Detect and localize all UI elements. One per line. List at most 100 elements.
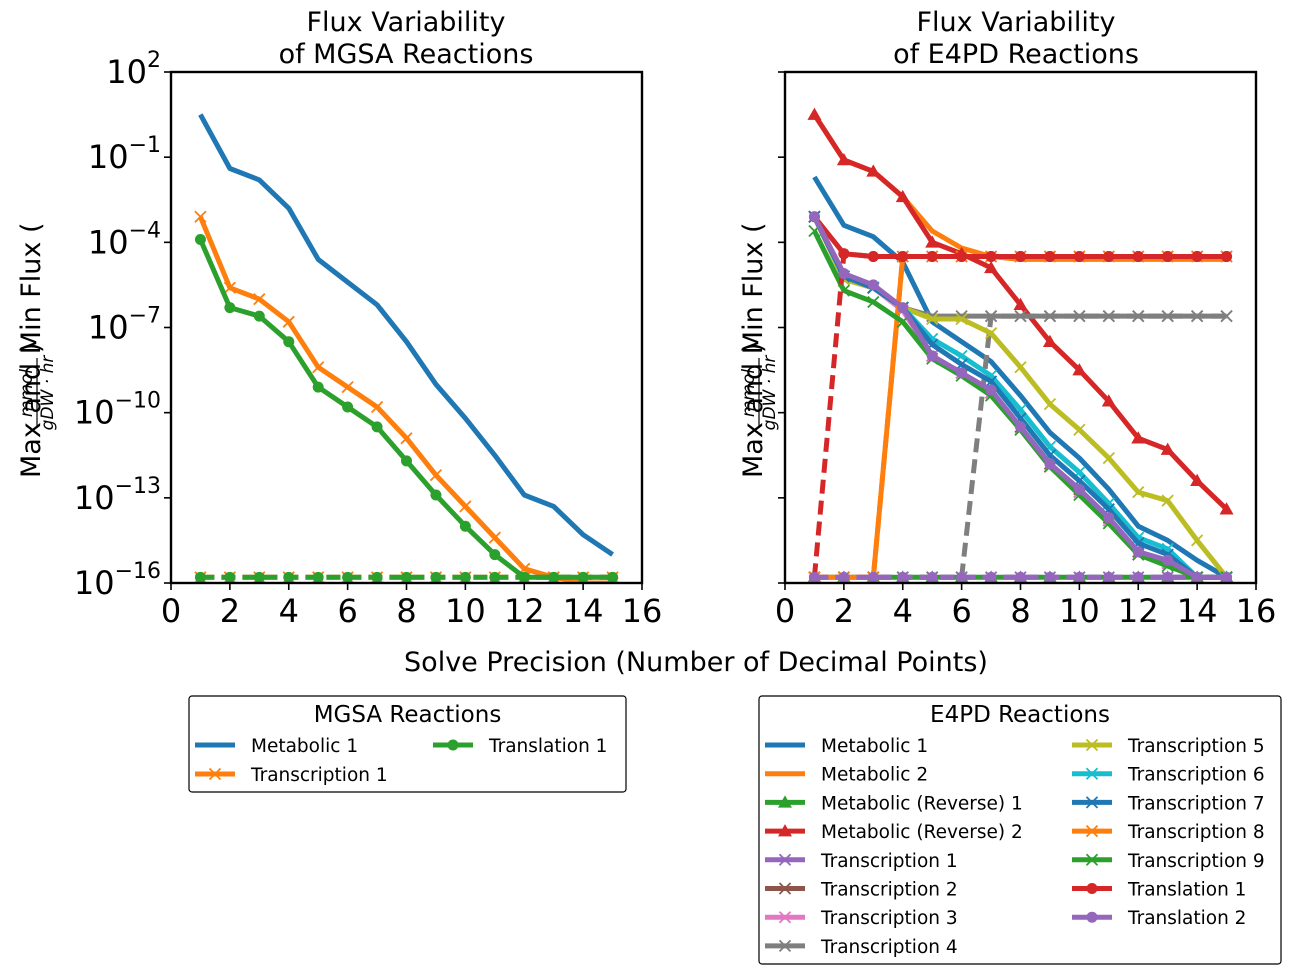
chart2-series-15-max-point xyxy=(1044,458,1056,470)
chart2-series-9-max-point xyxy=(1043,398,1057,411)
legend-label: Metabolic 1 xyxy=(251,736,358,757)
chart2-series-15-max-point xyxy=(985,384,997,396)
legend-item: Translation 1 xyxy=(433,736,607,757)
chart1-series-3 xyxy=(194,233,619,583)
legend-item: Transcription 7 xyxy=(1072,793,1265,814)
chart2-series-14-max-point xyxy=(867,251,879,263)
chart1-series-1 xyxy=(198,113,614,557)
chart2-plot-area: 0 2 4 6 8 10 12 14 16 xyxy=(775,70,1276,630)
chart1-series-2-max-point xyxy=(282,315,295,328)
chart2-series-9-max-point xyxy=(1102,451,1115,465)
chart2-series-8-max-point xyxy=(1073,310,1086,323)
chart2-series-15-min-point xyxy=(1073,571,1085,583)
chart1-series-3-max-point xyxy=(548,571,560,583)
legend-box xyxy=(188,695,627,793)
chart2-frame xyxy=(783,70,1258,585)
chart2-series-15-min-point xyxy=(956,571,968,583)
chart2-xtick-label: 4 xyxy=(893,592,913,630)
chart2-series-4 xyxy=(807,107,1234,515)
chart2-series-4-max-point xyxy=(1131,431,1146,444)
chart2-series-15-max-point xyxy=(808,211,820,223)
legend-label: Transcription 8 xyxy=(1127,822,1265,843)
legend-item: Metabolic 2 xyxy=(765,765,928,786)
chart2-series-4-max-point xyxy=(1190,473,1205,487)
ytick-label: 10−4 xyxy=(88,218,161,261)
chart2-series-4-max-point xyxy=(984,260,999,274)
ylabel-suffix: ) xyxy=(738,342,769,353)
chart2-xtick-label: 14 xyxy=(1177,592,1218,630)
chart2-series-4-max-point xyxy=(1219,502,1234,515)
legend-title: MGSA Reactions xyxy=(314,702,502,728)
chart1-series-3-max-line xyxy=(198,238,613,580)
legend-title: E4PD Reactions xyxy=(930,702,1110,728)
chart1-series-3-max-point xyxy=(224,302,236,314)
chart1-title-line2: of MGSA Reactions xyxy=(279,39,534,70)
legend-label: Metabolic (Reverse) 1 xyxy=(821,793,1023,814)
legend-label: Transcription 9 xyxy=(1127,851,1265,872)
ytick-label: 10−13 xyxy=(74,474,161,517)
ytick-label: 10−10 xyxy=(74,389,161,432)
legend-marker xyxy=(1085,738,1099,752)
legend-item: Transcription 8 xyxy=(1072,822,1265,843)
chart2-series-9-max-point xyxy=(1190,534,1204,547)
chart2-series-14-max-point xyxy=(1132,251,1144,263)
chart1-series-3-min-point xyxy=(312,571,324,583)
legend-label: Transcription 3 xyxy=(820,908,958,929)
chart2-series-8-max-point xyxy=(984,310,998,323)
chart2-series-14-max-point xyxy=(897,251,909,263)
chart1-xtick-label: 8 xyxy=(396,592,416,630)
legend-item: Transcription 5 xyxy=(1072,736,1265,757)
legend-item: Transcription 6 xyxy=(1072,765,1265,786)
chart2-xtick-label: 10 xyxy=(1059,592,1100,630)
chart2-series-15-min-point xyxy=(808,571,820,583)
chart1-series-2-max-point xyxy=(341,380,354,394)
chart1-series-3-max-point xyxy=(577,571,589,583)
chart2-series-15-max-point xyxy=(867,279,879,291)
chart1-series-3-max-point xyxy=(489,549,501,561)
chart1-series-2-max-point xyxy=(253,292,266,306)
chart1-plot-area: 0 2 4 6 8 10 12 14 16 102 10−1 10−4 10−7 10−10 10−13 10… xyxy=(74,48,663,630)
legend-marker xyxy=(778,795,792,808)
chart2-series-4-max-point xyxy=(925,235,940,248)
chart1-series-3-max-point xyxy=(342,401,354,413)
chart1-series-2-max-point xyxy=(488,531,501,544)
legend-marker xyxy=(1085,853,1099,866)
ylabel-suffix: ) xyxy=(16,342,47,353)
chart2-series-4-max-point xyxy=(1072,363,1087,376)
chart1-series-3-max-point xyxy=(312,381,324,393)
chart2-xtick-label: 2 xyxy=(834,592,854,630)
chart2-series-9-max-point xyxy=(984,327,998,340)
chart2-series-group xyxy=(807,107,1234,583)
ytick-label: 10−1 xyxy=(88,133,161,176)
chart2-series-14-max-point xyxy=(956,251,968,263)
ytick-label: 10−16 xyxy=(74,559,161,602)
chart2-series-14-max-point xyxy=(985,251,997,263)
chart1-xtick-label: 2 xyxy=(220,592,240,630)
legend-label: Transcription 6 xyxy=(1127,765,1265,786)
chart1-series-3-max-point xyxy=(194,233,206,245)
chart1-series-2-max-point xyxy=(459,500,472,513)
chart2-xtick-label: 8 xyxy=(1010,592,1030,630)
chart2-series-9-max-point xyxy=(1132,486,1145,499)
chart1-series-2-max-line xyxy=(198,215,613,583)
legend-label: Transcription 7 xyxy=(1127,793,1265,814)
legend-label: Transcription 1 xyxy=(820,851,958,872)
ylabel-prefix: Max and Min Flux ( xyxy=(738,222,769,478)
chart1-series-2-max-point xyxy=(194,210,207,223)
chart2-series-15-min-point xyxy=(926,571,938,583)
chart2-series-4-max-point xyxy=(1101,394,1116,407)
legend-label: Transcription 1 xyxy=(250,765,388,786)
legend-label: Transcription 2 xyxy=(820,880,958,901)
chart2-series-15 xyxy=(808,211,1233,583)
legend-marker xyxy=(1086,883,1098,894)
chart1-series-3-max-point xyxy=(401,455,412,467)
chart2-series-15-min-point xyxy=(1044,571,1056,583)
chart2-series-15-min-point xyxy=(838,571,850,583)
chart2-series-8-max-point xyxy=(1132,310,1145,323)
chart1-xtick-label: 16 xyxy=(622,592,663,630)
chart2-series-15-min-point xyxy=(1162,571,1174,583)
chart1-series-group xyxy=(194,113,619,583)
chart1-series-3-min-point xyxy=(489,571,501,583)
legend-label: Metabolic 1 xyxy=(821,736,928,757)
